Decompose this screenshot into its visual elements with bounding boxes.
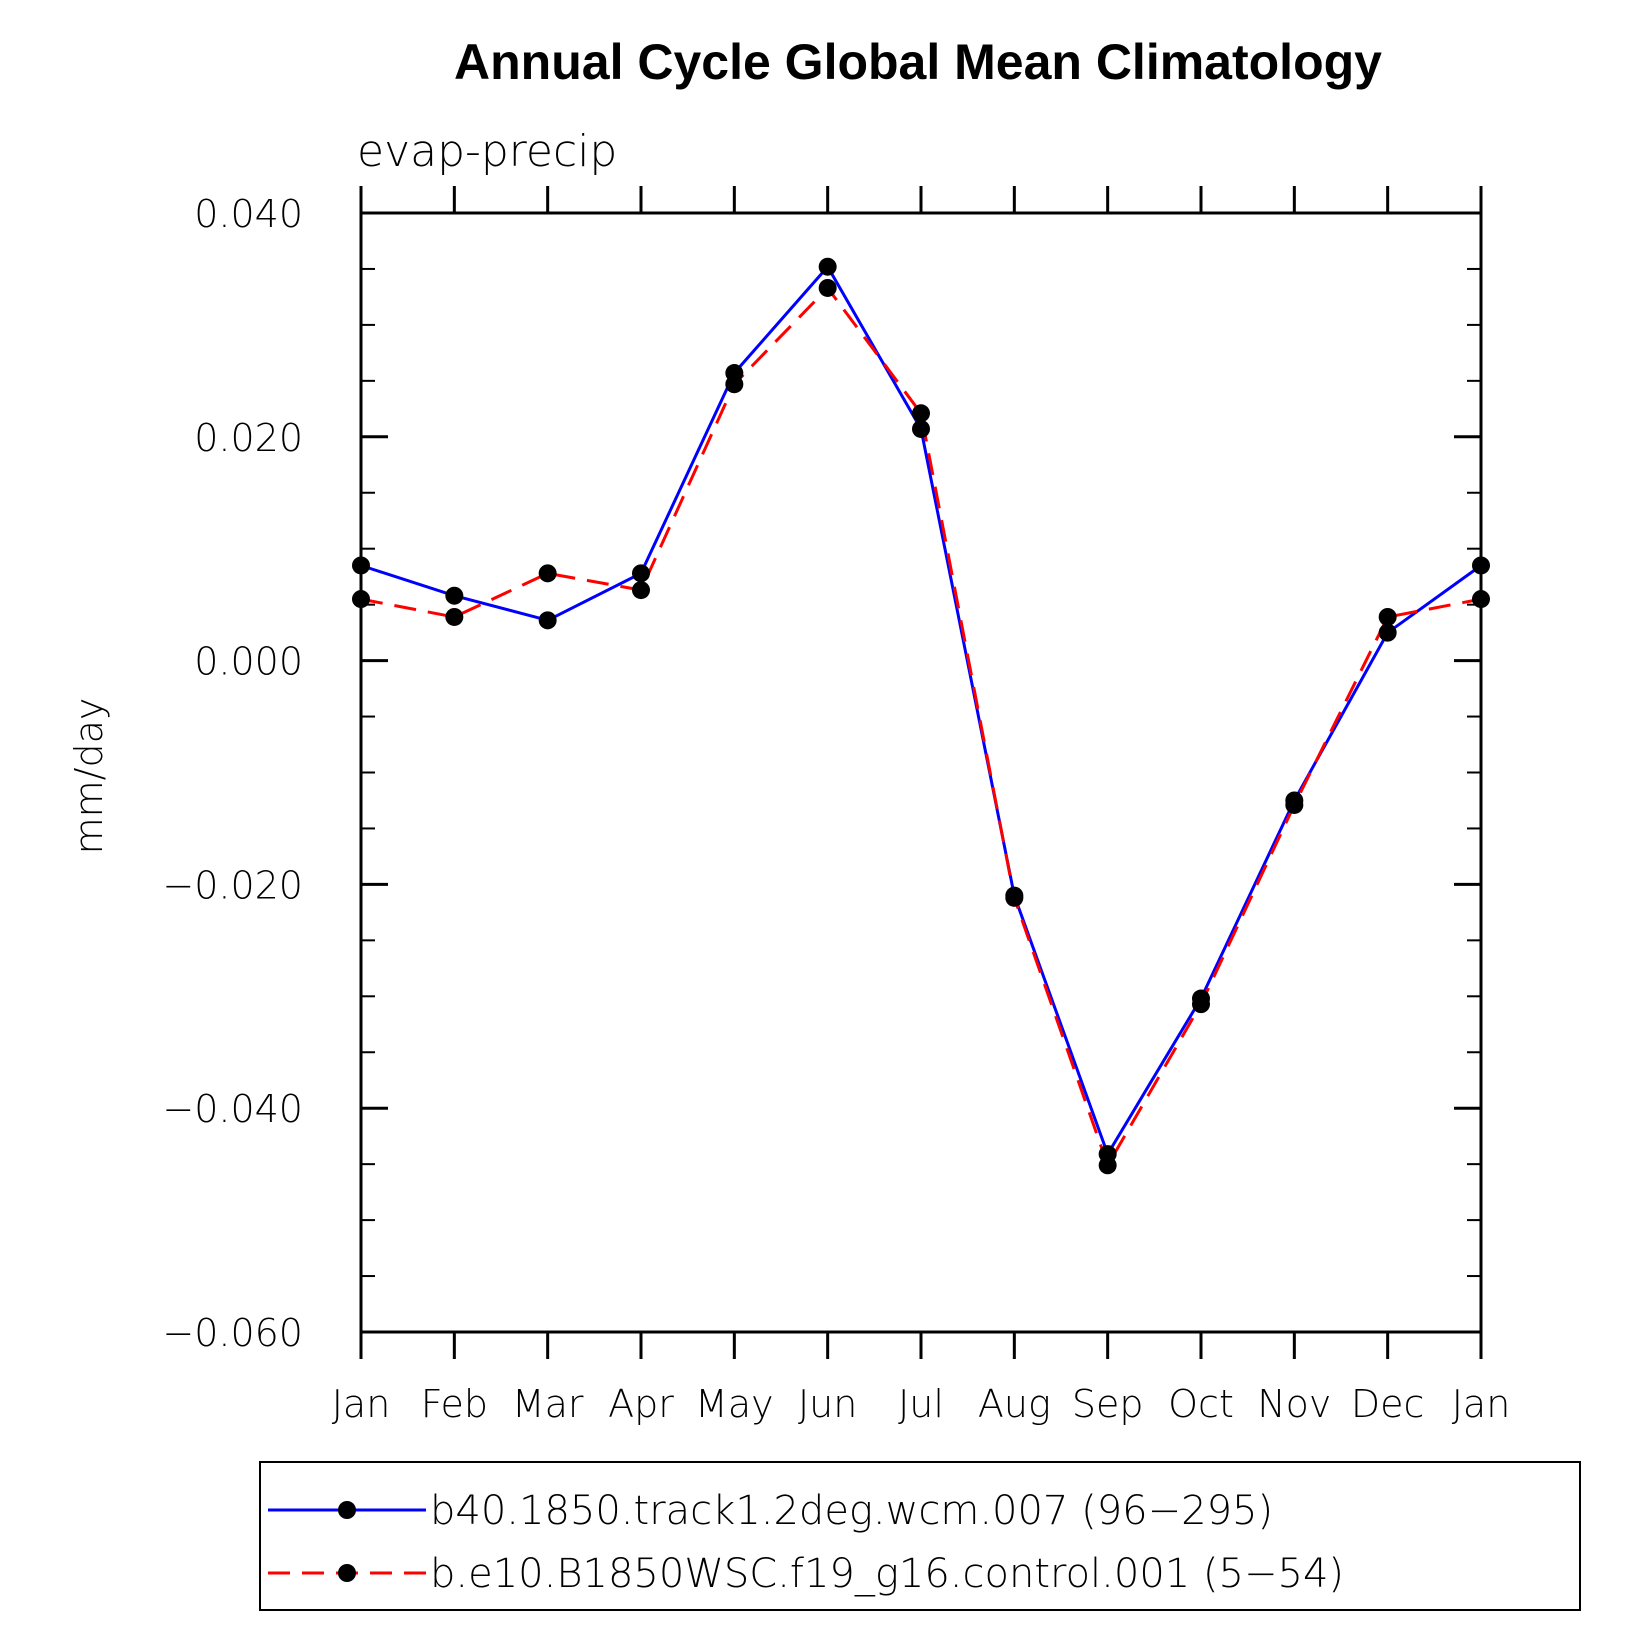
series-2-point — [818, 278, 837, 297]
x-tick-label: Jan — [332, 1382, 391, 1426]
series-2-point — [912, 404, 930, 423]
series-1-point — [1472, 556, 1490, 575]
x-tick-label: Feb — [421, 1382, 488, 1426]
y-tick-label: 0.040 — [194, 192, 303, 236]
series-1-point — [818, 257, 837, 276]
legend-marker-1 — [338, 1501, 356, 1519]
x-tick-label: Mar — [512, 1382, 584, 1426]
series-2-point — [725, 375, 744, 394]
y-tick-label: 0.000 — [194, 640, 303, 684]
x-tick-label: Sep — [1072, 1382, 1144, 1426]
series-1-point — [632, 564, 650, 583]
series-1-point — [1378, 623, 1397, 642]
y-tick-label: −0.060 — [162, 1311, 303, 1355]
legend-label-2: b.e10.B1850WSC.f19_g16.control.001 (5−54… — [430, 1551, 1344, 1597]
y-tick-label: −0.020 — [162, 863, 303, 907]
x-tick-label: Jun — [798, 1382, 857, 1426]
x-tick-label: Jan — [1452, 1382, 1511, 1426]
series-2-point — [352, 590, 370, 609]
series-2-point — [632, 581, 650, 600]
legend-label-1: b40.1850.track1.2deg.wcm.007 (96−295) — [430, 1488, 1273, 1534]
x-tick-label: Apr — [608, 1382, 674, 1426]
series-layer — [352, 257, 1490, 1175]
plot-frame — [359, 211, 1483, 1334]
x-tick-label: Nov — [1257, 1382, 1331, 1426]
series-2-point — [1098, 1156, 1117, 1175]
series-1-point — [352, 556, 370, 575]
x-tick-label: Dec — [1351, 1382, 1425, 1426]
series-1-point — [912, 419, 930, 438]
y-tick-label: 0.020 — [194, 416, 303, 460]
chart-title: Annual Cycle Global Mean Climatology — [454, 34, 1382, 90]
chart-subtitle: evap-precip — [357, 126, 617, 177]
axes: 0.040 0.020 0.000 −0.020 −0.040 −0.060 Jan Feb M… — [162, 186, 1510, 1426]
legend-marker-2 — [338, 1564, 356, 1582]
x-tick-label: Aug — [978, 1382, 1051, 1426]
series-2-point — [538, 564, 557, 583]
series-line-1 — [360, 264, 1482, 1158]
series-1-point — [538, 611, 557, 630]
series-1-point — [445, 586, 464, 605]
series-2-point — [1192, 995, 1210, 1014]
series-2-point — [1005, 888, 1024, 907]
y-axis-label: mm/day — [67, 698, 111, 855]
x-tick-label: Oct — [1168, 1382, 1234, 1426]
series-2-point — [445, 607, 464, 626]
x-tick-label: May — [695, 1382, 774, 1426]
x-tick-label: Jul — [898, 1382, 944, 1426]
series-2-point — [1472, 590, 1490, 609]
series-2-point — [1285, 795, 1304, 814]
y-tick-label: −0.040 — [162, 1087, 303, 1131]
series-2-point — [1378, 607, 1397, 626]
legend: b40.1850.track1.2deg.wcm.007 (96−295) b.e… — [259, 1461, 1581, 1611]
legend-box — [259, 1461, 1581, 1611]
